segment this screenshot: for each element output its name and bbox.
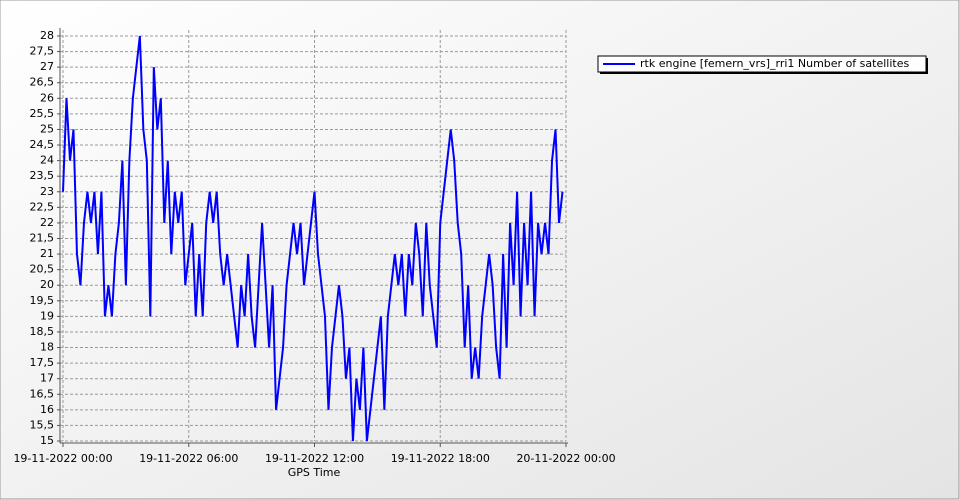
y-tick-label: 27 — [40, 60, 54, 73]
y-tick-label: 20 — [40, 278, 54, 291]
y-tick-label: 16,5 — [30, 387, 55, 400]
y-tick-label: 24,5 — [30, 138, 55, 151]
y-tick-label: 15 — [40, 434, 54, 447]
x-tick-label: 19-11-2022 12:00 — [265, 452, 364, 465]
y-tick-label: 23,5 — [30, 169, 55, 182]
y-tick-label: 25,5 — [30, 107, 55, 120]
y-tick-label: 26 — [40, 91, 54, 104]
y-tick-label: 23 — [40, 185, 54, 198]
y-tick-label: 28 — [40, 29, 54, 42]
legend-shadow — [600, 72, 928, 74]
y-tick-label: 18,5 — [30, 325, 55, 338]
y-tick-label: 25 — [40, 122, 54, 135]
x-tick-label: 19-11-2022 00:00 — [13, 452, 112, 465]
y-tick-label: 16 — [40, 403, 54, 416]
y-tick-label: 21 — [40, 247, 54, 260]
y-tick-label: 17 — [40, 372, 54, 385]
y-tick-label: 19 — [40, 309, 54, 322]
y-tick-label: 18 — [40, 341, 54, 354]
x-axis-label: GPS Time — [288, 466, 341, 479]
x-tick-label: 20-11-2022 00:00 — [516, 452, 615, 465]
y-tick-label: 17,5 — [30, 356, 55, 369]
y-tick-label: 21,5 — [30, 232, 55, 245]
y-tick-label: 24 — [40, 154, 54, 167]
y-tick-label: 27,5 — [30, 45, 55, 58]
y-tick-label: 20,5 — [30, 263, 55, 276]
legend: rtk engine [femern_vrs]_rri1 Number of s… — [597, 55, 928, 74]
y-tick-label: 19,5 — [30, 294, 55, 307]
legend-label: rtk engine [femern_vrs]_rri1 Number of s… — [640, 57, 909, 70]
legend-shadow — [926, 58, 928, 74]
y-tick-label: 26,5 — [30, 76, 55, 89]
x-tick-label: 19-11-2022 18:00 — [391, 452, 490, 465]
y-tick-label: 22 — [40, 216, 54, 229]
data-line — [62, 35, 564, 442]
y-tick-label: 15,5 — [30, 418, 55, 431]
y-tick-label: 22,5 — [30, 200, 55, 213]
x-tick-label: 19-11-2022 06:00 — [139, 452, 238, 465]
